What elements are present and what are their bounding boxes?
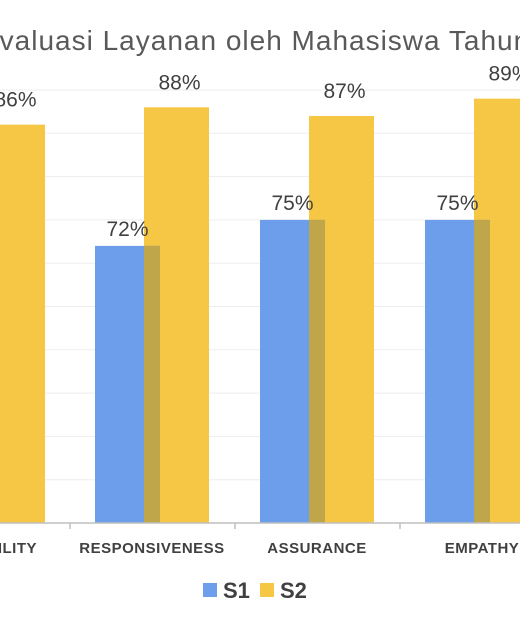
legend-swatch-s2 [260,583,274,597]
legend-label-s1: S1 [223,578,250,603]
data-label-s1-responsiveness: 72% [106,218,148,241]
data-label-s1-assurance: 75% [271,192,313,215]
data-label-s2-responsiveness: 88% [158,71,200,94]
data-label-s2-empathy: 89% [488,63,520,86]
bar-overlap-empathy [474,219,490,523]
data-label-s2-reliability: 86% [0,89,37,112]
data-label-s2-assurance: 87% [323,80,365,103]
chart-title: Evaluasi Layanan oleh Mahasiswa Tahun [0,25,520,56]
data-labels: 75%86%72%88%75%87%75%89% [0,63,520,241]
x-tick-label-responsiveness: RESPONSIVENESS [79,540,224,557]
legend: S1 S2 [203,578,307,603]
bar-overlap-assurance [309,219,325,523]
x-tick-label-reliability: RELIABILITY [0,540,37,557]
x-tick-label-assurance: ASSURANCE [267,540,367,557]
legend-swatch-s1 [203,583,217,597]
x-tick-label-empathy: EMPATHY [445,540,520,557]
legend-label-s2: S2 [280,578,307,603]
bars [0,98,520,523]
bar-overlap-responsiveness [144,245,160,523]
bar-s2-reliability [0,124,45,523]
x-axis: RELIABILITY RESPONSIVENESS ASSURANCE EMPATH… [0,522,520,557]
data-label-s1-empathy: 75% [436,192,478,215]
